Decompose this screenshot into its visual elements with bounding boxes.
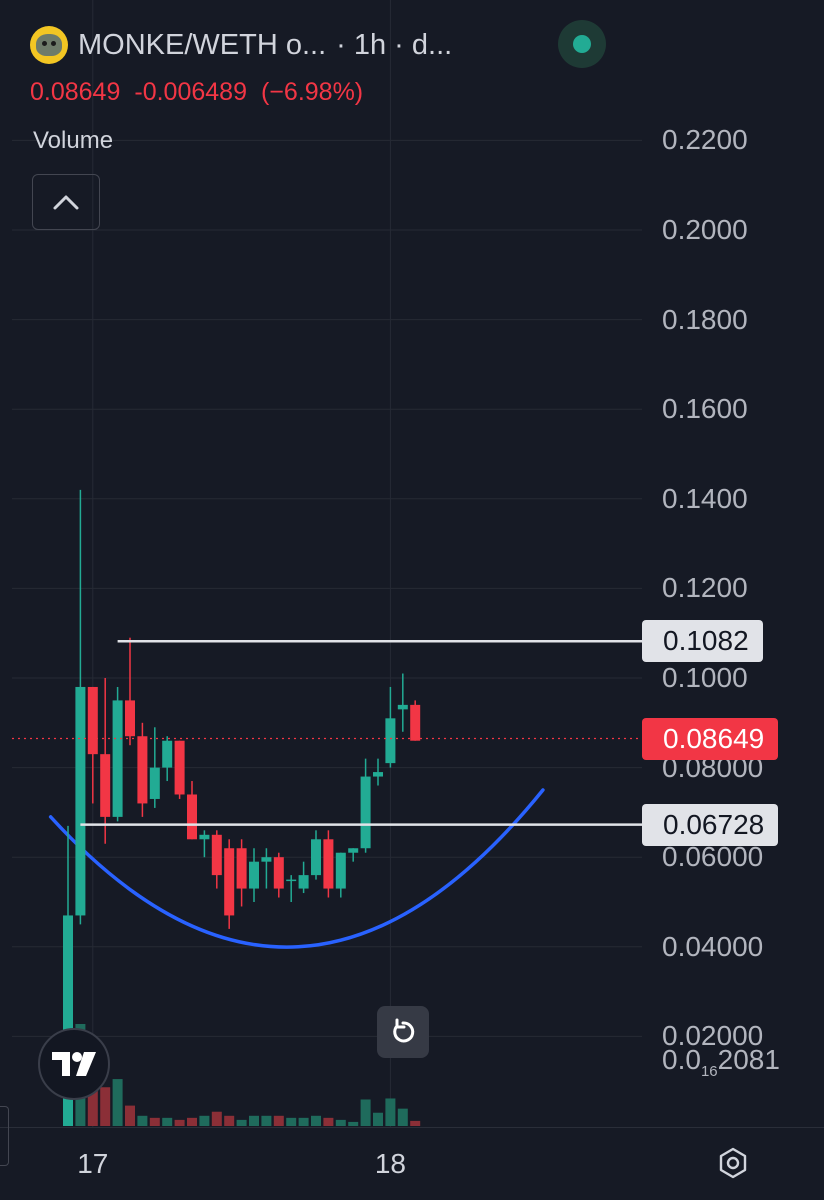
candle-body — [224, 848, 235, 916]
symbol-header[interactable]: MONKE/WETH o... · 1h · d... — [30, 26, 452, 64]
volume-bar — [286, 1117, 297, 1126]
candle-body — [249, 861, 259, 889]
candle-body — [112, 700, 123, 817]
volume-bar — [397, 1108, 408, 1126]
volume-indicator-label[interactable]: Volume — [33, 127, 114, 154]
bottom-label-sub: 16 — [700, 1062, 718, 1080]
candle-body — [149, 767, 160, 799]
candle-body — [286, 879, 297, 882]
chevron-up-icon — [53, 195, 79, 210]
volume-bar — [298, 1117, 309, 1126]
horizontal-line-price-tag[interactable]: 0.1082 — [642, 620, 763, 663]
price-tick-label: 0.2000 — [662, 214, 748, 245]
volume-bar — [261, 1115, 272, 1126]
volume-bar — [224, 1115, 235, 1126]
volume-bar — [125, 1105, 135, 1126]
price-change-readout: 0.08649 -0.006489 (−6.98%) — [30, 78, 377, 107]
last-price-text: 0.08649 — [30, 78, 121, 106]
tradingview-logo-icon[interactable] — [38, 1028, 110, 1100]
market-status-icon[interactable] — [558, 20, 606, 68]
candle-body — [323, 839, 334, 889]
volume-bar — [348, 1121, 359, 1126]
candle-body — [174, 740, 185, 795]
volume-bar — [311, 1115, 321, 1126]
time-tick-label: 18 — [374, 1148, 406, 1179]
volume-bar — [360, 1099, 371, 1126]
reset-chart-button[interactable] — [377, 1006, 429, 1058]
candle-body — [273, 857, 284, 889]
current-price-tag: 0.08649 — [642, 717, 779, 760]
volume-bar — [385, 1098, 396, 1126]
settings-icon[interactable] — [716, 1146, 750, 1180]
candle-body — [360, 776, 371, 849]
candle-body — [261, 857, 272, 862]
price-axis[interactable]: 0.2200 0.2000 0.1800 0.1600 0.1400 0.1200 0.10… — [642, 0, 824, 1127]
volume-bar — [410, 1120, 421, 1126]
volume-bar — [112, 1079, 123, 1126]
change-text: -0.006489 — [134, 78, 247, 106]
candle-body — [348, 848, 359, 853]
candle-body — [397, 704, 408, 710]
volume-bar — [199, 1115, 210, 1126]
volume-bar — [162, 1117, 173, 1126]
candle-body — [75, 686, 86, 916]
scroll-handle[interactable] — [0, 1106, 9, 1166]
change-pct-text: (−6.98%) — [260, 78, 364, 106]
volume-bar — [174, 1119, 185, 1126]
price-tick-label: 0.1000 — [662, 662, 748, 693]
price-tick-label: 0.1600 — [662, 393, 748, 425]
candle-body — [137, 736, 148, 804]
volume-bar — [187, 1117, 197, 1126]
volume-bar — [335, 1119, 346, 1126]
candle-body — [373, 772, 383, 777]
volume-bar — [323, 1117, 334, 1126]
volume-bar — [211, 1111, 222, 1126]
volume-bar — [249, 1115, 259, 1126]
token-logo-icon — [30, 26, 68, 64]
candle-body — [162, 740, 173, 768]
price-tick-label: 0.1400 — [662, 482, 748, 514]
symbol-name[interactable]: MONKE/WETH o... — [78, 28, 327, 61]
candle-body — [410, 704, 421, 741]
candle-body — [311, 839, 321, 876]
candle-body — [385, 718, 396, 764]
time-axis[interactable]: 17 18 — [0, 1127, 824, 1200]
price-tick-label: 0.04000 — [662, 930, 764, 962]
candle-body — [63, 915, 73, 1126]
candle-body — [335, 852, 346, 889]
price-tick-label: 0.1200 — [662, 572, 748, 604]
price-tick-label: 0.2200 — [662, 124, 748, 156]
candle-body — [211, 834, 222, 876]
candle-body — [298, 875, 309, 889]
bottom-label-prefix: 0.0 — [662, 1044, 701, 1076]
candlestick-chart[interactable] — [12, 0, 642, 1127]
time-tick-label: 17 — [77, 1148, 109, 1179]
cup-curve — [48, 788, 545, 949]
price-tick-label: 0.1800 — [662, 303, 748, 335]
volume-bar — [137, 1115, 148, 1126]
chart-area[interactable] — [12, 0, 642, 1127]
candle-body — [187, 794, 197, 840]
price-tick-label: 0.06000 — [662, 841, 764, 873]
horizontal-line-price-tag[interactable]: 0.06728 — [642, 803, 779, 846]
candle-body — [199, 834, 210, 840]
volume-bar — [149, 1117, 160, 1126]
volume-bar — [87, 1083, 98, 1126]
volume-bar — [373, 1112, 383, 1126]
rotate-icon — [393, 1018, 415, 1043]
bottom-label-suffix: 2081 — [717, 1044, 780, 1076]
candle-body — [100, 754, 111, 817]
volume-bar — [273, 1115, 284, 1126]
price-tick-label: 0.02000 — [662, 1020, 764, 1052]
candle-body — [236, 848, 247, 889]
volume-bar — [236, 1119, 247, 1126]
price-tick-label-bottom: 0.0162081 — [662, 1044, 780, 1080]
collapse-indicators-button[interactable] — [32, 174, 100, 230]
candle-body — [125, 700, 135, 737]
tv-mark-icon — [52, 1052, 96, 1076]
symbol-interval[interactable]: · 1h · d... — [336, 28, 453, 61]
candle-body — [87, 686, 98, 755]
volume-bar — [100, 1087, 111, 1126]
